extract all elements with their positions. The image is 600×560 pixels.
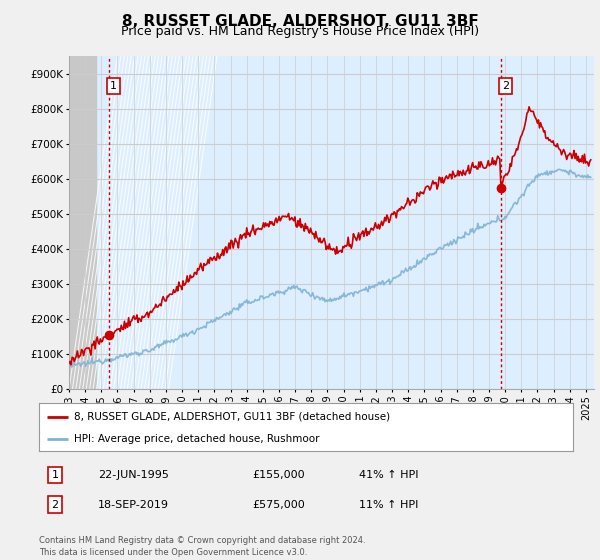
Text: Price paid vs. HM Land Registry's House Price Index (HPI): Price paid vs. HM Land Registry's House … <box>121 25 479 38</box>
Text: £155,000: £155,000 <box>253 470 305 480</box>
Text: HPI: Average price, detached house, Rushmoor: HPI: Average price, detached house, Rush… <box>74 434 319 444</box>
Text: 2: 2 <box>52 500 59 510</box>
Text: 8, RUSSET GLADE, ALDERSHOT, GU11 3BF: 8, RUSSET GLADE, ALDERSHOT, GU11 3BF <box>122 14 478 29</box>
Text: 1: 1 <box>52 470 59 480</box>
Text: 2: 2 <box>502 81 509 91</box>
Text: 1: 1 <box>110 81 117 91</box>
Text: 11% ↑ HPI: 11% ↑ HPI <box>359 500 419 510</box>
Text: 41% ↑ HPI: 41% ↑ HPI <box>359 470 419 480</box>
Text: 18-SEP-2019: 18-SEP-2019 <box>98 500 169 510</box>
Text: Contains HM Land Registry data © Crown copyright and database right 2024.
This d: Contains HM Land Registry data © Crown c… <box>39 536 365 557</box>
Text: 22-JUN-1995: 22-JUN-1995 <box>98 470 169 480</box>
Text: 8, RUSSET GLADE, ALDERSHOT, GU11 3BF (detached house): 8, RUSSET GLADE, ALDERSHOT, GU11 3BF (de… <box>74 412 390 422</box>
Text: £575,000: £575,000 <box>253 500 305 510</box>
